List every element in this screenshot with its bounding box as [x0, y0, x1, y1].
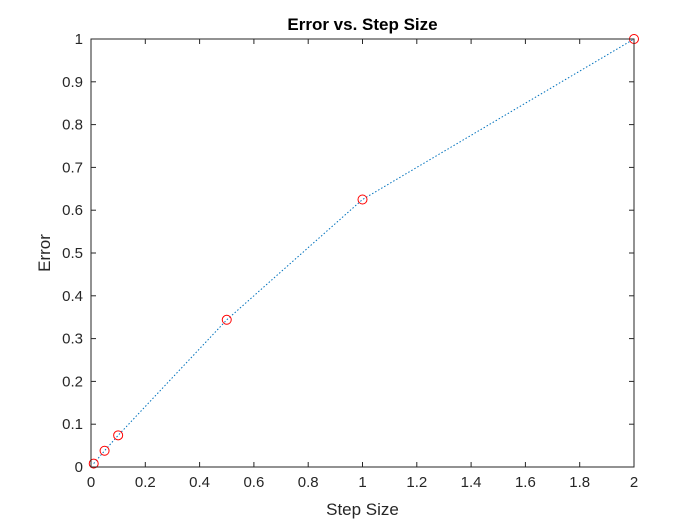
- y-tick-label: 0.4: [62, 288, 83, 305]
- x-tick-label: 0.8: [298, 474, 319, 491]
- y-tick-label: 0.1: [62, 416, 83, 433]
- axes-box: [90, 38, 635, 468]
- y-axis-title: Error: [35, 234, 54, 272]
- x-tick-label: 1.6: [515, 474, 536, 491]
- series-layer: [88, 34, 639, 469]
- y-tick-label: 0.6: [62, 202, 83, 219]
- x-tick-label: 2: [630, 474, 638, 491]
- y-tick-label: 0.8: [62, 117, 83, 134]
- x-tick-label: 1.4: [461, 474, 482, 491]
- y-tick-label: 0.3: [62, 331, 83, 348]
- y-tick-label: 0.7: [62, 159, 83, 176]
- data-point-marker: [88, 458, 99, 469]
- x-tick-label: 0.6: [243, 474, 264, 491]
- x-tick-label: 0: [87, 474, 95, 491]
- data-point-marker: [99, 445, 110, 456]
- data-point-marker: [113, 430, 124, 441]
- series-line: [93, 38, 635, 464]
- x-tick-label: 0.4: [189, 474, 210, 491]
- y-tick-label: 0.5: [62, 245, 83, 262]
- x-tick-label: 1.2: [406, 474, 427, 491]
- ticks-layer: 0 0.2 0.4 0.6 0.8 1 1.2 1.4 1.6 1.8 2 0 0.1 0.2 0.3 0.4…: [62, 31, 638, 491]
- x-tick-label: 1.8: [569, 474, 590, 491]
- y-tick-label: 1: [75, 31, 83, 48]
- chart-title: Error vs. Step Size: [287, 15, 437, 34]
- y-tick-label: 0.9: [62, 74, 83, 91]
- x-tick-label: 1: [358, 474, 366, 491]
- data-point-marker: [357, 194, 368, 205]
- x-tick-label: 0.2: [135, 474, 156, 491]
- x-axis-title: Step Size: [326, 500, 399, 519]
- plot-area: [91, 39, 634, 467]
- y-tick-label: 0.2: [62, 373, 83, 390]
- y-tick-label: 0: [75, 459, 83, 476]
- data-point-marker: [221, 314, 232, 325]
